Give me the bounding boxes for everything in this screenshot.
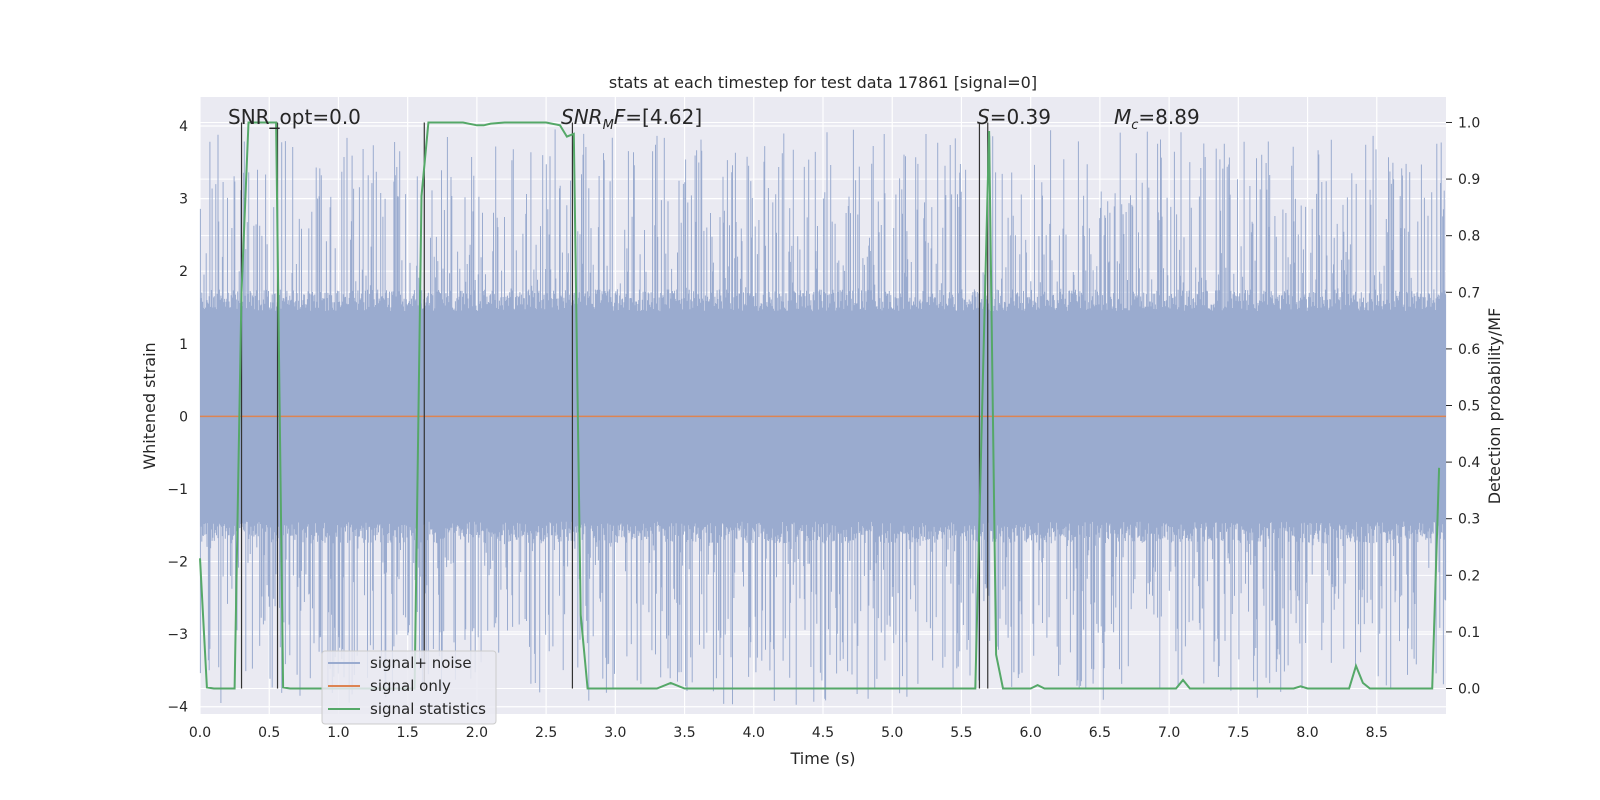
annotation-mc-sub: c <box>1131 118 1138 133</box>
legend-box <box>321 650 497 725</box>
vertical-markers <box>240 122 989 689</box>
y-tick-label: 4 <box>179 119 188 135</box>
x-tick-label: 5.0 <box>881 725 903 741</box>
annotation-snr-opt: SNR_opt=0.0 <box>228 105 361 129</box>
y-tick-labels: −4 −3 −2 −1 0 1 2 3 4 <box>167 119 188 716</box>
chart-title: stats at each timestep for test data 178… <box>609 73 1037 92</box>
annotation-snr-mf-sub: M <box>603 118 614 133</box>
x-tick-label: 7.5 <box>1227 725 1249 741</box>
annotation-s: S=0.39 <box>977 105 1051 129</box>
x-tick-label: 1.5 <box>397 725 419 741</box>
x-tick-label: 6.5 <box>1089 725 1111 741</box>
y-right-tick-label: 0.1 <box>1458 625 1480 641</box>
annotation-mc: Mc=8.89 <box>1114 105 1200 133</box>
y-tick-label: −2 <box>167 555 188 571</box>
y-right-tick-label: 1.0 <box>1458 115 1480 131</box>
x-tick-label: 7.0 <box>1158 725 1180 741</box>
annotation-s-label: S <box>977 105 990 129</box>
annotation-mc-label: M <box>1114 105 1131 129</box>
y-tick-label: −1 <box>167 482 188 498</box>
y-tick-label: 3 <box>179 192 188 208</box>
x-tick-label: 5.5 <box>950 725 972 741</box>
legend: signal+ noise signal only signal statist… <box>321 650 497 725</box>
y-right-tick-label: 0.0 <box>1458 682 1480 698</box>
y-right-tick-label: 0.2 <box>1458 568 1480 584</box>
x-tick-label: 1.0 <box>327 725 349 741</box>
annotation-s-value: =0.39 <box>990 105 1051 129</box>
x-tick-label: 0.5 <box>258 725 280 741</box>
y-right-tick-labels: 0.0 0.1 0.2 0.3 0.4 0.5 0.6 0.7 0.8 0.9 1.0 <box>1446 115 1480 698</box>
legend-label-noise: signal+ noise <box>370 654 472 672</box>
x-tick-label: 2.5 <box>535 725 557 741</box>
annotation-snr-opt-value: 0.0 <box>329 105 361 129</box>
x-tick-label: 4.0 <box>743 725 765 741</box>
annotation-snr-mf-label: SNR <box>561 105 603 129</box>
x-tick-label: 6.0 <box>1020 725 1042 741</box>
y-tick-label: 1 <box>179 337 188 353</box>
x-tick-label: 2.0 <box>466 725 488 741</box>
y-tick-label: 0 <box>179 409 188 425</box>
y-axis-label: Whitened strain <box>140 342 159 469</box>
y-right-tick-label: 0.7 <box>1458 285 1480 301</box>
x-tick-label: 3.5 <box>673 725 695 741</box>
legend-label-statistics: signal statistics <box>370 700 486 718</box>
y-tick-label: 2 <box>179 264 188 280</box>
annotation-snr-mf-suffix: F= <box>614 105 642 129</box>
y-right-axis-label: Detection probability/MF <box>1485 308 1504 505</box>
x-tick-label: 8.0 <box>1296 725 1318 741</box>
x-tick-label: 8.5 <box>1366 725 1388 741</box>
x-tick-label: 0.0 <box>189 725 211 741</box>
y-right-tick-label: 0.9 <box>1458 172 1480 188</box>
y-right-tick-label: 0.5 <box>1458 399 1480 415</box>
annotation-snr-opt-prefix: SNR_opt= <box>228 105 329 129</box>
x-tick-label: 3.0 <box>604 725 626 741</box>
y-right-tick-label: 0.4 <box>1458 455 1480 471</box>
y-right-tick-label: 0.3 <box>1458 512 1480 528</box>
annotation-mc-value: =8.89 <box>1138 105 1199 129</box>
x-tick-labels: 0.0 0.5 1.0 1.5 2.0 2.5 3.0 3.5 4.0 4.5 5.0 5.5 6.0 6… <box>189 725 1388 741</box>
annotation-snr-mf: SNRMF=[4.62] <box>561 105 702 133</box>
x-tick-label: 4.5 <box>812 725 834 741</box>
y-right-tick-label: 0.6 <box>1458 342 1480 358</box>
x-axis-label: Time (s) <box>789 749 855 768</box>
y-right-tick-label: 0.8 <box>1458 229 1480 245</box>
y-tick-label: −4 <box>167 700 188 716</box>
legend-label-signal-only: signal only <box>370 677 451 695</box>
annotation-snr-mf-value: [4.62] <box>642 105 702 129</box>
y-tick-label: −3 <box>167 627 188 643</box>
